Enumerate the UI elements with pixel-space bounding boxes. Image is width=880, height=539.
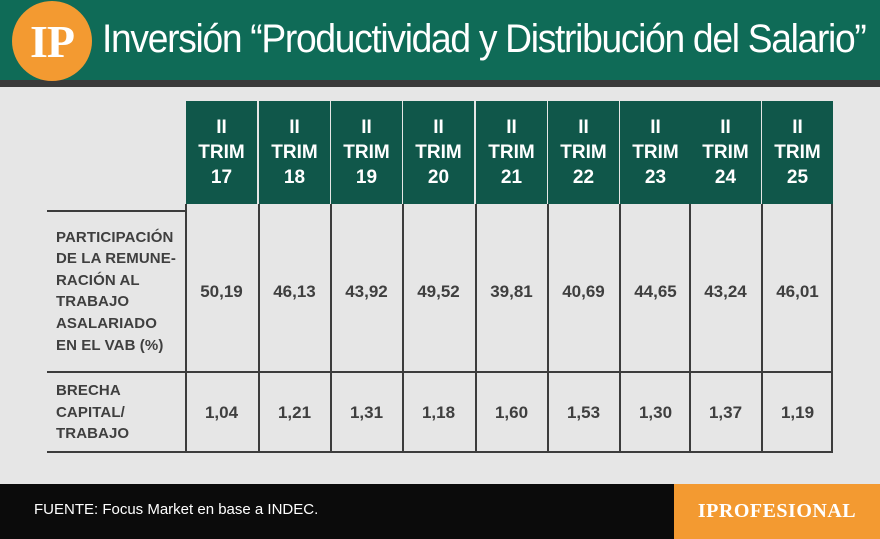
table-cell: 43,92 [345, 281, 388, 301]
source-note: FUENTE: Focus Market en base a INDEC. [34, 501, 319, 518]
table-cell: 49,52 [417, 281, 460, 301]
column-header-line: 24 [714, 167, 737, 188]
grid-line-vertical [831, 204, 833, 452]
column-header: II TRIM 23 [620, 101, 691, 204]
header-band [0, 0, 880, 80]
row-label-line: TRABAJO [56, 293, 130, 311]
column-header-line: 25 [786, 167, 809, 188]
column-header-line: II [433, 117, 444, 138]
table-cell: 39,81 [490, 281, 533, 301]
grid-line-vertical [402, 204, 404, 452]
column-header-line: TRIM [702, 142, 749, 163]
row-label-line: ASALARIADO [56, 315, 157, 333]
table-cell: 46,01 [776, 281, 819, 301]
table-cell: 1,60 [494, 402, 529, 422]
column-header-line: 20 [427, 167, 450, 188]
column-header-line: 19 [355, 167, 378, 188]
row-label-line: RACIÓN AL [56, 271, 140, 289]
page-title: Inversión “Productividad y Distribución … [102, 17, 867, 61]
row-label-line: BRECHA [56, 382, 121, 400]
grid-line-horizontal [47, 451, 833, 453]
table-cell: 1,37 [708, 402, 743, 422]
column-header-line: 22 [572, 167, 595, 188]
column-header: II TRIM 17 [186, 101, 257, 204]
grid-line-horizontal [47, 371, 833, 373]
grid-line-vertical [330, 204, 332, 452]
grid-line-vertical [475, 204, 477, 452]
row-label: BRECHA CAPITAL/TRABAJO [56, 380, 186, 445]
column-header-line: 23 [644, 167, 667, 188]
column-header-line: II [361, 117, 372, 138]
grid-line-vertical [185, 204, 187, 452]
grid-line-horizontal [47, 210, 185, 212]
grid-line-vertical [761, 204, 763, 452]
table-cell: 1,18 [421, 402, 456, 422]
column-header-line: TRIM [415, 142, 462, 163]
column-header: II TRIM 24 [690, 101, 761, 204]
table-cell: 1,19 [780, 402, 815, 422]
column-header-line: TRIM [632, 142, 679, 163]
column-header: II TRIM 19 [331, 101, 402, 204]
column-header-line: TRIM [198, 142, 245, 163]
column-header-line: 18 [283, 167, 306, 188]
column-header-line: TRIM [560, 142, 607, 163]
header: IP Inversión “Productividad y Distribuci… [0, 0, 880, 87]
table-cell: 44,65 [634, 281, 677, 301]
table-cell: 1,21 [277, 402, 312, 422]
table-cell: 1,31 [349, 402, 384, 422]
table-cell: 43,24 [704, 281, 747, 301]
table-cell: 40,69 [562, 281, 605, 301]
column-header: II TRIM 18 [259, 101, 330, 204]
grid-line-vertical [689, 204, 691, 452]
column-header-line: II [792, 117, 803, 138]
column-header-line: 21 [500, 167, 523, 188]
column-header-line: II [289, 117, 300, 138]
row-label-line: CAPITAL/ [56, 403, 125, 421]
column-header-line: II [578, 117, 589, 138]
column-header-line: 17 [210, 167, 233, 188]
row-label-line: DE LA REMUNE- [56, 250, 176, 268]
column-header-line: II [216, 117, 227, 138]
row-label: PARTICIPACIÓN DE LA REMUNE- RACIÓN AL TRABA… [56, 227, 186, 357]
column-header-line: TRIM [774, 142, 821, 163]
column-header-line: TRIM [488, 142, 535, 163]
column-header: II TRIM 22 [548, 101, 619, 204]
grid-line-vertical [258, 204, 260, 452]
column-header: II TRIM 20 [403, 101, 474, 204]
row-label-line: TRABAJO [56, 425, 130, 443]
column-header-line: II [720, 117, 731, 138]
table-cell: 1,30 [638, 402, 673, 422]
grid-line-vertical [547, 204, 549, 452]
row-label-line: EN EL VAB (%) [56, 336, 164, 354]
table-cell: 46,13 [273, 281, 316, 301]
table-cell: 1,53 [566, 402, 601, 422]
column-header: II TRIM 21 [476, 101, 547, 204]
column-header-line: II [650, 117, 661, 138]
column-header-line: TRIM [343, 142, 390, 163]
column-header-line: II [506, 117, 517, 138]
table-cell: 50,19 [200, 281, 243, 301]
brand-logo: IPROFESIONAL [674, 484, 880, 539]
column-header: II TRIM 25 [762, 101, 833, 204]
ip-logo: IP [12, 1, 92, 81]
column-header-line: TRIM [271, 142, 318, 163]
grid-line-vertical [619, 204, 621, 452]
table-cell: 1,04 [204, 402, 239, 422]
row-label-line: PARTICIPACIÓN [56, 228, 174, 246]
footer: FUENTE: Focus Market en base a INDEC. IP… [0, 484, 880, 539]
